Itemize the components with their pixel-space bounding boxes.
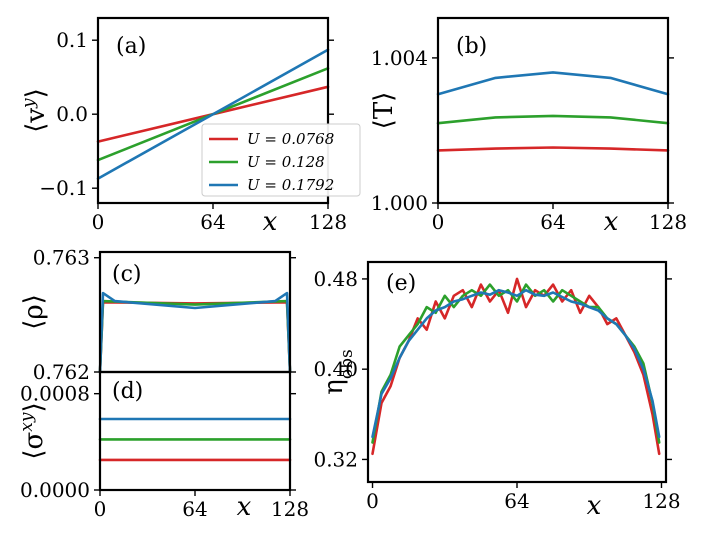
- series-c-3: [98, 291, 292, 374]
- series-c-1: [98, 300, 292, 374]
- ylabel-b: ⟨T⟩: [369, 92, 399, 130]
- panel-b: 1.000 1.004 0 64 128 (b) x ⟨T⟩: [369, 16, 687, 237]
- ylabel-d: ⟨σxy⟩: [17, 402, 49, 459]
- legend: U = 0.0768 U = 0.128 U = 0.1792: [201, 123, 361, 197]
- xtick-label-e-1: 64: [504, 489, 529, 513]
- ytick-label-a-0: −0.1: [39, 176, 88, 200]
- panel-label-e: (e): [386, 271, 416, 296]
- panel-d: 0.0000 0.0008 0 64 128 (d) x ⟨σxy⟩: [17, 370, 309, 522]
- ytick-label-c-0: 0.762: [33, 360, 90, 384]
- xtick-label-a-1: 64: [200, 210, 225, 234]
- panel-label-b: (b): [456, 34, 487, 59]
- ytick-label-c-1: 0.763: [33, 246, 90, 270]
- xtick-label-b-1: 64: [540, 210, 565, 234]
- ytick-label-e-1: 0.40: [313, 357, 358, 381]
- ylabel-e: ηobs: [319, 349, 357, 394]
- legend-box: [201, 123, 361, 197]
- legend-label-3: U = 0.1792: [247, 176, 334, 194]
- panel-label-d: (d): [112, 379, 143, 404]
- ytick-label-a-1: 0.0: [56, 102, 88, 126]
- series-b-1: [436, 146, 670, 152]
- series-b-2: [436, 114, 670, 125]
- xtick-label-e-2: 128: [642, 489, 680, 513]
- ytick-label-b-1: 1.004: [371, 46, 428, 70]
- xtick-label-d-2: 128: [271, 497, 309, 521]
- panel-e: 0.32 0.40 0.48 0 64 128 (e) x ηobs: [313, 260, 681, 521]
- series-b-3: [436, 71, 670, 96]
- legend-label-1: U = 0.0768: [247, 130, 334, 148]
- xtick-label-b-0: 0: [432, 210, 445, 234]
- ytick-label-b-0: 1.000: [371, 191, 428, 215]
- ytick-label-e-2: 0.48: [313, 267, 358, 291]
- xlabel-e: x: [587, 491, 602, 521]
- series-e-1: [371, 277, 661, 456]
- series-c-2: [98, 299, 292, 374]
- xtick-label-a-0: 0: [92, 210, 105, 234]
- panel-label-c: (c): [112, 262, 142, 287]
- ylabel-a: ⟨vy⟩: [19, 88, 51, 133]
- xlabel-d: x: [237, 492, 252, 522]
- series-e-2: [371, 283, 661, 444]
- ytick-label-a-2: 0.1: [56, 28, 88, 52]
- xlabel-a: x: [263, 207, 278, 237]
- xtick-label-d-1: 64: [182, 497, 207, 521]
- panel-c: 0.762 0.763 (c) ⟨ρ⟩: [19, 246, 296, 384]
- xtick-label-e-0: 0: [366, 489, 379, 513]
- xtick-label-d-0: 0: [94, 497, 107, 521]
- series-e-3: [371, 288, 661, 439]
- xtick-label-a-2: 128: [309, 210, 347, 234]
- series-a-3: [96, 48, 330, 180]
- panel-label-a: (a): [116, 34, 146, 59]
- ytick-label-d-1: 0.0008: [20, 382, 90, 406]
- ylabel-c: ⟨ρ⟩: [19, 294, 49, 330]
- ytick-label-d-0: 0.0000: [20, 478, 90, 502]
- xtick-label-b-2: 128: [649, 210, 687, 234]
- ytick-label-e-0: 0.32: [313, 447, 358, 471]
- legend-label-2: U = 0.128: [247, 153, 325, 171]
- panel-a: −0.1 0.0 0.1 0 64 128 (a) x ⟨vy⟩: [19, 16, 347, 237]
- xlabel-b: x: [604, 207, 619, 237]
